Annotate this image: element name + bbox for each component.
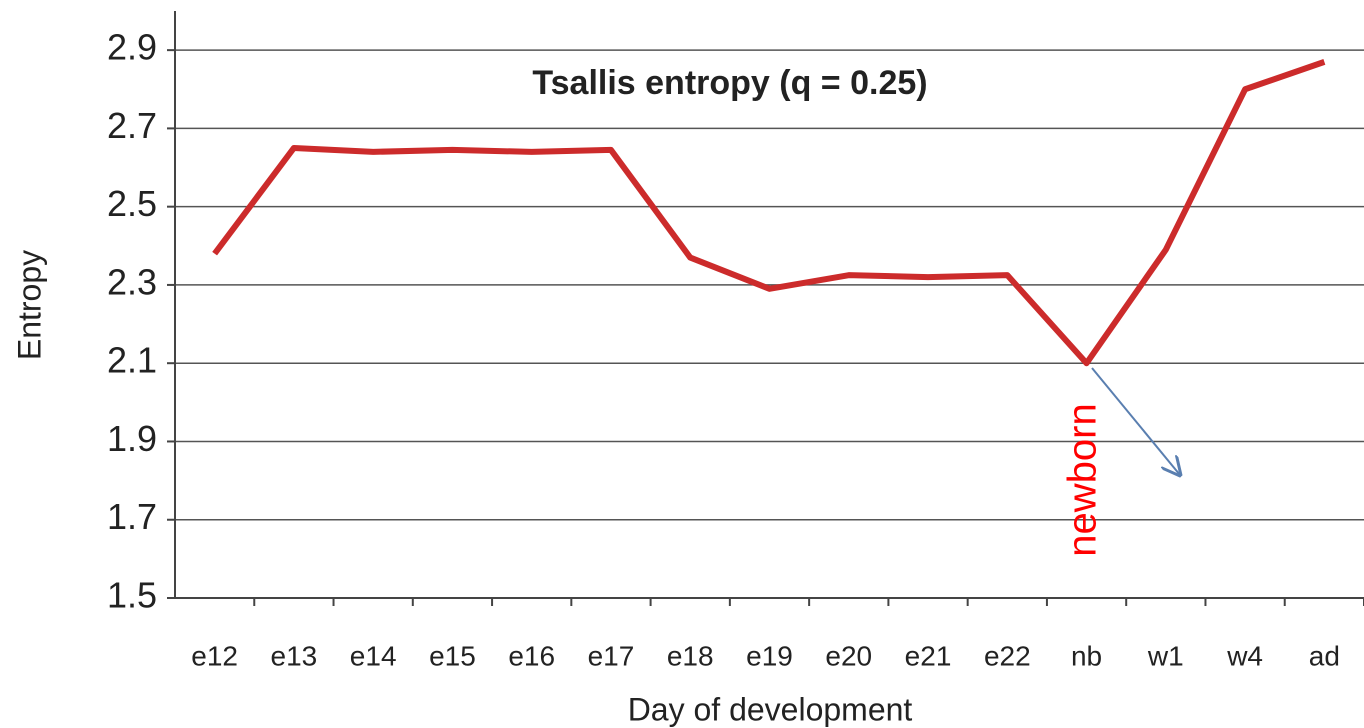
y-tick-label: 1.7: [107, 496, 157, 537]
y-tick-label: 2.1: [107, 340, 157, 381]
x-tick-label: e21: [905, 640, 952, 671]
x-tick-label: w1: [1147, 640, 1184, 671]
callout-label: newborn: [1061, 403, 1105, 556]
x-tick-label: w4: [1226, 640, 1263, 671]
grid: [175, 49, 1364, 599]
callout-arrow: [1091, 367, 1180, 475]
y-tick-label: 2.9: [107, 27, 157, 68]
x-tick-label: e16: [508, 640, 555, 671]
x-tick-label: ad: [1309, 640, 1340, 671]
x-tick-label: nb: [1071, 640, 1102, 671]
y-tick-label: 2.3: [107, 261, 157, 302]
x-tick-label: e15: [429, 640, 476, 671]
series-line: [212, 59, 1326, 367]
x-tick-label: e19: [746, 640, 793, 671]
x-tick-label: e12: [191, 640, 238, 671]
x-axis-label: Day of development: [628, 691, 913, 727]
x-tick-label: e22: [984, 640, 1031, 671]
x-tick-label: e20: [825, 640, 872, 671]
x-tick-label: e13: [271, 640, 318, 671]
annotation: Tsallis entropy (q = 0.25): [532, 64, 927, 102]
x-tick-label: e17: [588, 640, 635, 671]
y-tick-label: 2.7: [107, 105, 157, 146]
y-tick-label: 2.5: [107, 183, 157, 224]
y-tick-label: 1.5: [107, 575, 157, 616]
y-tick-label: 1.9: [107, 418, 157, 459]
y-axis-label: Entropy: [11, 250, 47, 360]
x-tick-label: e18: [667, 640, 714, 671]
x-tick-label: e14: [350, 640, 397, 671]
